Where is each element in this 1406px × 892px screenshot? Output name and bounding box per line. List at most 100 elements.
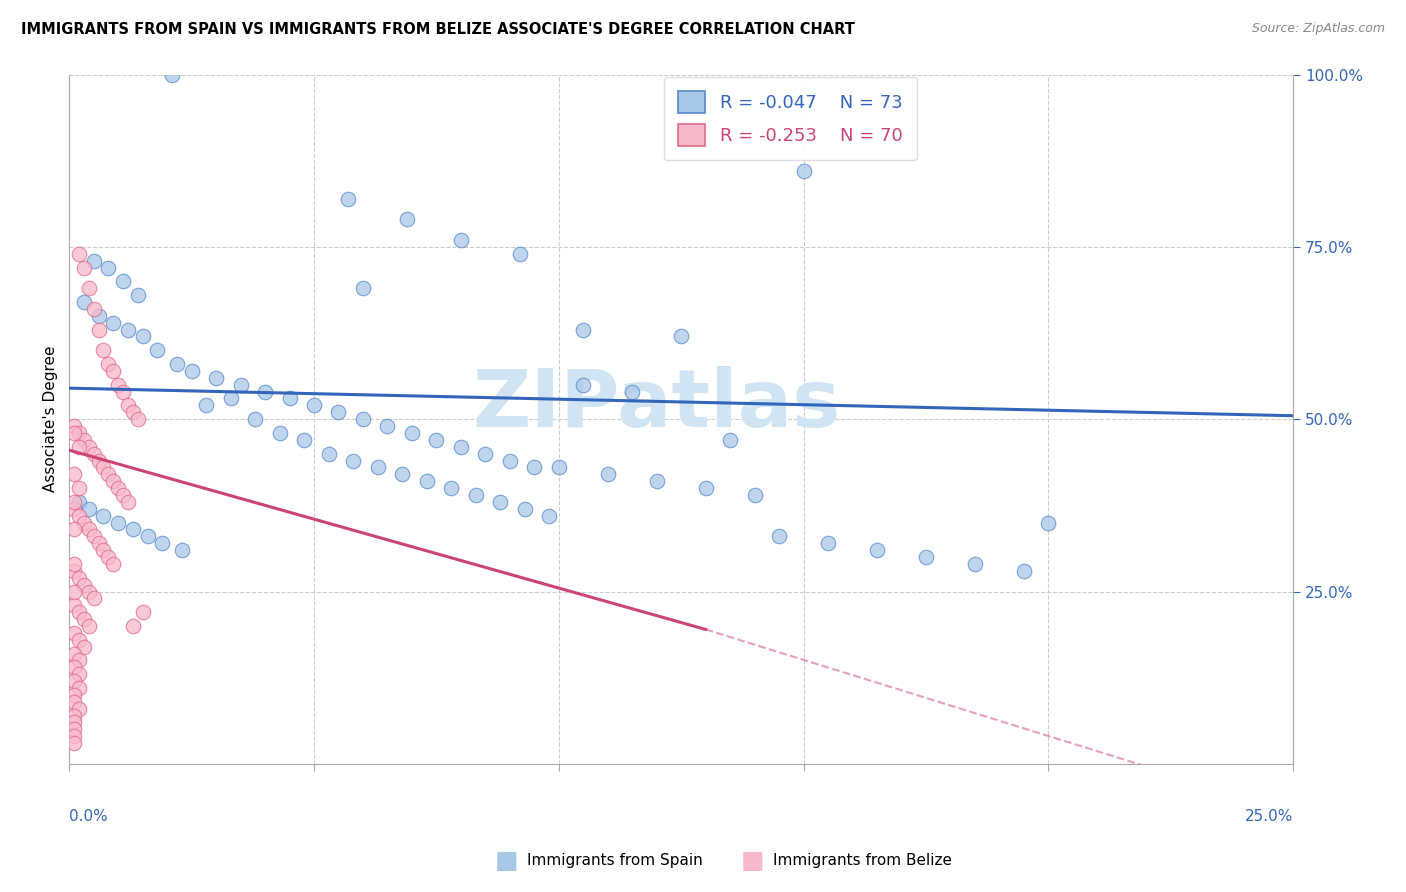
Point bbox=[63, 647, 86, 661]
Point bbox=[107, 377, 129, 392]
Point bbox=[166, 357, 188, 371]
Point bbox=[718, 433, 741, 447]
Point bbox=[1012, 564, 1035, 578]
Point bbox=[367, 460, 389, 475]
Point bbox=[63, 736, 86, 750]
Point bbox=[744, 488, 766, 502]
Point bbox=[122, 619, 145, 633]
Point bbox=[63, 467, 86, 482]
Point bbox=[77, 440, 100, 454]
Point bbox=[122, 523, 145, 537]
Point bbox=[63, 625, 86, 640]
Point bbox=[793, 164, 815, 178]
Point bbox=[509, 246, 531, 260]
Point bbox=[401, 425, 423, 440]
Point bbox=[278, 392, 301, 406]
Point bbox=[131, 605, 153, 619]
Point bbox=[93, 343, 115, 358]
Point bbox=[489, 495, 512, 509]
Point bbox=[73, 295, 96, 310]
Point bbox=[107, 516, 129, 530]
Point bbox=[67, 495, 90, 509]
Point bbox=[269, 425, 291, 440]
Point bbox=[67, 425, 90, 440]
Point bbox=[67, 605, 90, 619]
Point bbox=[195, 398, 218, 412]
Point bbox=[621, 384, 644, 399]
Point bbox=[318, 447, 340, 461]
Text: Source: ZipAtlas.com: Source: ZipAtlas.com bbox=[1251, 22, 1385, 36]
Point bbox=[440, 481, 463, 495]
Point bbox=[87, 453, 110, 467]
Point bbox=[63, 425, 86, 440]
Point bbox=[63, 599, 86, 613]
Point bbox=[103, 557, 125, 571]
Point bbox=[67, 681, 90, 695]
Point bbox=[450, 233, 472, 247]
Point bbox=[768, 529, 790, 543]
Text: ■: ■ bbox=[495, 849, 517, 872]
Point bbox=[103, 364, 125, 378]
Point bbox=[474, 447, 496, 461]
Point bbox=[464, 488, 486, 502]
Point bbox=[160, 68, 183, 82]
Point bbox=[73, 640, 96, 654]
Point bbox=[97, 357, 120, 371]
Point bbox=[425, 433, 447, 447]
Point bbox=[915, 549, 938, 564]
Point bbox=[63, 708, 86, 723]
Point bbox=[83, 301, 105, 316]
Text: Immigrants from Belize: Immigrants from Belize bbox=[773, 854, 952, 868]
Point bbox=[866, 543, 889, 558]
Point bbox=[73, 433, 96, 447]
Point bbox=[93, 508, 115, 523]
Point bbox=[377, 419, 399, 434]
Point bbox=[77, 501, 100, 516]
Point bbox=[63, 501, 86, 516]
Text: ZIPatlas: ZIPatlas bbox=[472, 367, 841, 444]
Text: ■: ■ bbox=[741, 849, 763, 872]
Point bbox=[219, 392, 242, 406]
Point bbox=[63, 584, 86, 599]
Point bbox=[77, 523, 100, 537]
Point bbox=[63, 523, 86, 537]
Point bbox=[547, 460, 569, 475]
Point bbox=[83, 447, 105, 461]
Point bbox=[103, 316, 125, 330]
Point bbox=[499, 453, 522, 467]
Point bbox=[645, 474, 668, 488]
Point bbox=[93, 543, 115, 558]
Point bbox=[302, 398, 325, 412]
Point bbox=[254, 384, 277, 399]
Point bbox=[205, 371, 228, 385]
Point bbox=[1038, 516, 1060, 530]
Point bbox=[395, 212, 418, 227]
Point bbox=[67, 632, 90, 647]
Point bbox=[73, 516, 96, 530]
Point bbox=[73, 612, 96, 626]
Point bbox=[97, 467, 120, 482]
Point bbox=[352, 412, 374, 426]
Point bbox=[77, 281, 100, 295]
Point bbox=[513, 501, 536, 516]
Point bbox=[537, 508, 560, 523]
Point bbox=[415, 474, 437, 488]
Point bbox=[87, 322, 110, 336]
Point bbox=[97, 260, 120, 275]
Text: IMMIGRANTS FROM SPAIN VS IMMIGRANTS FROM BELIZE ASSOCIATE'S DEGREE CORRELATION C: IMMIGRANTS FROM SPAIN VS IMMIGRANTS FROM… bbox=[21, 22, 855, 37]
Point bbox=[245, 412, 267, 426]
Point bbox=[352, 281, 374, 295]
Point bbox=[83, 253, 105, 268]
Point bbox=[150, 536, 173, 550]
Point bbox=[63, 419, 86, 434]
Point bbox=[63, 688, 86, 702]
Point bbox=[67, 246, 90, 260]
Text: 0.0%: 0.0% bbox=[69, 809, 108, 823]
Point bbox=[63, 723, 86, 737]
Point bbox=[572, 322, 595, 336]
Point bbox=[117, 322, 139, 336]
Text: Immigrants from Spain: Immigrants from Spain bbox=[527, 854, 703, 868]
Point bbox=[337, 192, 360, 206]
Point bbox=[112, 274, 135, 288]
Point bbox=[112, 384, 135, 399]
